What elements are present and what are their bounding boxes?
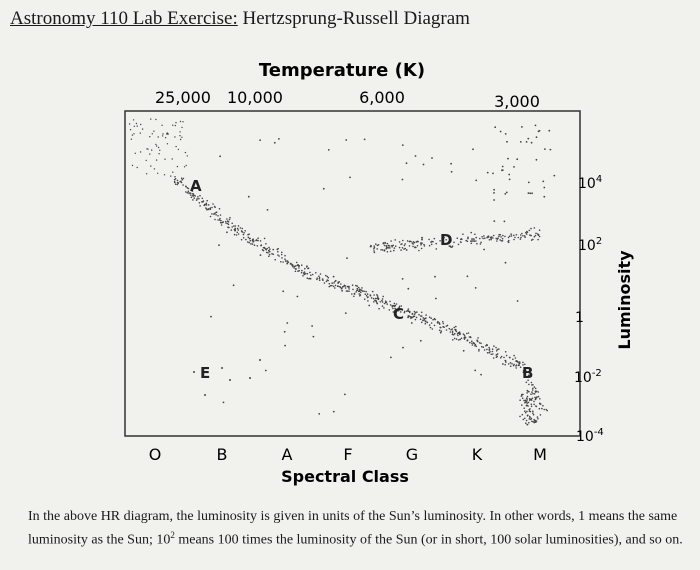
temperature-axis-title: Temperature (K)	[259, 60, 425, 81]
spectral-class-label: G	[406, 445, 418, 464]
temp-tick: 3,000	[494, 92, 540, 111]
spectral-axis-title: Spectral Class	[281, 467, 409, 486]
spectral-class-label: B	[217, 445, 228, 464]
luminosity-tick: 104	[578, 174, 602, 192]
spectral-class-label: K	[472, 445, 483, 464]
luminosity-tick: 10-2	[574, 368, 602, 386]
point-label-e: E	[200, 364, 210, 382]
temp-tick: 10,000	[227, 88, 283, 107]
point-label-d: D	[440, 231, 452, 249]
spectral-class-label: M	[533, 445, 547, 464]
point-label-a: A	[190, 177, 202, 195]
temp-tick: 25,000	[155, 88, 211, 107]
page-title: Astronomy 110 Lab Exercise: Hertzsprung-…	[10, 8, 470, 30]
title-course: Astronomy 110 Lab Exercise:	[10, 8, 238, 29]
star-points	[128, 118, 556, 426]
luminosity-axis-title: Luminosity	[615, 250, 634, 350]
spectral-class-label: A	[282, 445, 293, 464]
point-label-c: C	[393, 305, 404, 323]
luminosity-tick: 102	[578, 236, 602, 254]
luminosity-tick: 1	[575, 310, 584, 326]
spectral-class-label: F	[343, 445, 352, 464]
title-topic: Hertzsprung-Russell Diagram	[237, 8, 470, 29]
plot-frame	[124, 110, 581, 437]
caption-text: In the above HR diagram, the luminosity …	[28, 509, 683, 548]
temp-tick: 6,000	[359, 88, 405, 107]
luminosity-tick: 10-4	[576, 427, 604, 445]
hr-diagram: Temperature (K) 25,000 10,000 6,000 3,00…	[124, 60, 634, 486]
spectral-class-label: O	[149, 445, 162, 464]
point-label-b: B	[522, 364, 533, 382]
